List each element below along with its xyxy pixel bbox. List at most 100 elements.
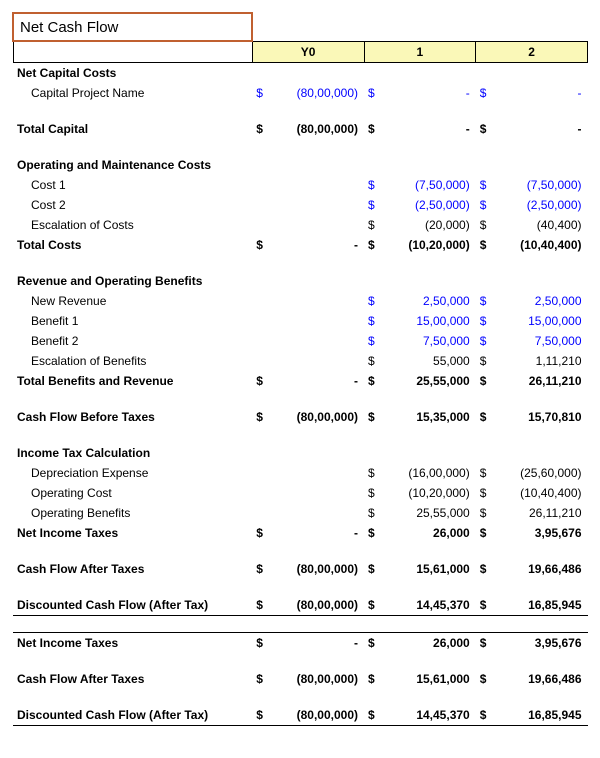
cell[interactable]: 26,11,210 bbox=[498, 503, 588, 523]
cell[interactable]: - bbox=[274, 235, 364, 255]
cell[interactable]: - bbox=[386, 119, 476, 139]
cell[interactable]: (7,50,000) bbox=[498, 175, 588, 195]
cell[interactable]: $ bbox=[252, 595, 274, 616]
cell[interactable]: (2,50,000) bbox=[386, 195, 476, 215]
cell[interactable]: (80,00,000) bbox=[274, 595, 364, 616]
cell[interactable]: 1,11,210 bbox=[498, 351, 588, 371]
cell[interactable]: - bbox=[274, 523, 364, 543]
cell[interactable]: (10,40,400) bbox=[498, 235, 588, 255]
cell[interactable]: $ bbox=[476, 291, 498, 311]
cell[interactable]: - bbox=[386, 83, 476, 103]
cell[interactable]: (20,000) bbox=[386, 215, 476, 235]
cell[interactable]: $ bbox=[252, 669, 274, 689]
cell[interactable]: 7,50,000 bbox=[498, 331, 588, 351]
cell[interactable]: 15,00,000 bbox=[498, 311, 588, 331]
cell[interactable]: (10,20,000) bbox=[386, 235, 476, 255]
cell[interactable]: 26,000 bbox=[386, 633, 476, 654]
cell[interactable]: 55,000 bbox=[386, 351, 476, 371]
cell[interactable]: (80,00,000) bbox=[274, 119, 364, 139]
cell[interactable]: 19,66,486 bbox=[498, 669, 588, 689]
cell[interactable]: $ bbox=[476, 595, 498, 616]
cell[interactable]: 2,50,000 bbox=[386, 291, 476, 311]
cell[interactable]: $ bbox=[252, 523, 274, 543]
cell[interactable]: 15,61,000 bbox=[386, 559, 476, 579]
cell[interactable]: $ bbox=[364, 705, 386, 726]
cell[interactable]: $ bbox=[364, 503, 386, 523]
cell[interactable]: $ bbox=[476, 83, 498, 103]
cell[interactable]: $ bbox=[476, 669, 498, 689]
cell[interactable]: (80,00,000) bbox=[274, 705, 364, 726]
cell[interactable]: $ bbox=[476, 175, 498, 195]
cell[interactable]: $ bbox=[476, 633, 498, 654]
cell[interactable]: $ bbox=[476, 351, 498, 371]
cell[interactable]: $ bbox=[364, 83, 386, 103]
cell[interactable]: $ bbox=[252, 705, 274, 726]
cell[interactable]: (80,00,000) bbox=[274, 83, 364, 103]
cell[interactable]: $ bbox=[252, 235, 274, 255]
cell[interactable]: 15,35,000 bbox=[386, 407, 476, 427]
cell[interactable]: $ bbox=[476, 483, 498, 503]
cell[interactable]: $ bbox=[252, 119, 274, 139]
cell[interactable]: - bbox=[498, 83, 588, 103]
cell[interactable]: $ bbox=[364, 371, 386, 391]
cell[interactable]: $ bbox=[476, 559, 498, 579]
cell[interactable]: $ bbox=[364, 523, 386, 543]
cell[interactable]: $ bbox=[476, 195, 498, 215]
cell[interactable]: $ bbox=[476, 331, 498, 351]
cell[interactable]: $ bbox=[476, 371, 498, 391]
cell[interactable]: $ bbox=[364, 311, 386, 331]
cell[interactable]: $ bbox=[476, 503, 498, 523]
cell[interactable]: 16,85,945 bbox=[498, 705, 588, 726]
cell[interactable]: $ bbox=[364, 215, 386, 235]
cell[interactable]: (10,40,400) bbox=[498, 483, 588, 503]
cell[interactable]: $ bbox=[364, 595, 386, 616]
cell[interactable]: - bbox=[274, 371, 364, 391]
cell[interactable]: $ bbox=[364, 175, 386, 195]
cell[interactable]: 3,95,676 bbox=[498, 633, 588, 654]
cell[interactable]: $ bbox=[476, 215, 498, 235]
cell[interactable]: $ bbox=[364, 235, 386, 255]
cell[interactable]: $ bbox=[252, 407, 274, 427]
cell[interactable]: 25,55,000 bbox=[386, 503, 476, 523]
cell[interactable]: $ bbox=[364, 463, 386, 483]
cell[interactable]: $ bbox=[364, 195, 386, 215]
cell[interactable]: 14,45,370 bbox=[386, 595, 476, 616]
cell[interactable]: 16,85,945 bbox=[498, 595, 588, 616]
cell[interactable]: (2,50,000) bbox=[498, 195, 588, 215]
cell[interactable]: 26,000 bbox=[386, 523, 476, 543]
cell[interactable]: 26,11,210 bbox=[498, 371, 588, 391]
cell[interactable]: $ bbox=[252, 559, 274, 579]
cell[interactable]: 25,55,000 bbox=[386, 371, 476, 391]
title-cell[interactable]: Net Cash Flow bbox=[13, 13, 252, 41]
cell[interactable]: $ bbox=[252, 83, 274, 103]
cell[interactable]: $ bbox=[364, 559, 386, 579]
cell[interactable]: $ bbox=[364, 351, 386, 371]
cell[interactable]: 15,00,000 bbox=[386, 311, 476, 331]
cell[interactable]: 15,70,810 bbox=[498, 407, 588, 427]
cell[interactable]: $ bbox=[364, 291, 386, 311]
cell[interactable]: $ bbox=[476, 523, 498, 543]
cell[interactable]: $ bbox=[364, 669, 386, 689]
cell[interactable]: (10,20,000) bbox=[386, 483, 476, 503]
cell[interactable]: 15,61,000 bbox=[386, 669, 476, 689]
cell[interactable]: $ bbox=[476, 235, 498, 255]
cell[interactable]: $ bbox=[364, 483, 386, 503]
cell[interactable]: $ bbox=[476, 705, 498, 726]
cell[interactable]: $ bbox=[364, 119, 386, 139]
cell[interactable]: $ bbox=[252, 633, 274, 654]
cell[interactable]: 7,50,000 bbox=[386, 331, 476, 351]
cell[interactable]: - bbox=[498, 119, 588, 139]
cell[interactable]: 19,66,486 bbox=[498, 559, 588, 579]
cell[interactable]: $ bbox=[476, 311, 498, 331]
cell[interactable]: (80,00,000) bbox=[274, 669, 364, 689]
cell[interactable]: (80,00,000) bbox=[274, 559, 364, 579]
cell[interactable]: $ bbox=[476, 407, 498, 427]
cell[interactable]: $ bbox=[364, 633, 386, 654]
cell[interactable]: $ bbox=[252, 371, 274, 391]
cell[interactable]: (16,00,000) bbox=[386, 463, 476, 483]
cell[interactable]: 2,50,000 bbox=[498, 291, 588, 311]
cell[interactable]: (40,400) bbox=[498, 215, 588, 235]
cell[interactable]: 3,95,676 bbox=[498, 523, 588, 543]
cell[interactable]: $ bbox=[364, 407, 386, 427]
cell[interactable]: 14,45,370 bbox=[386, 705, 476, 726]
